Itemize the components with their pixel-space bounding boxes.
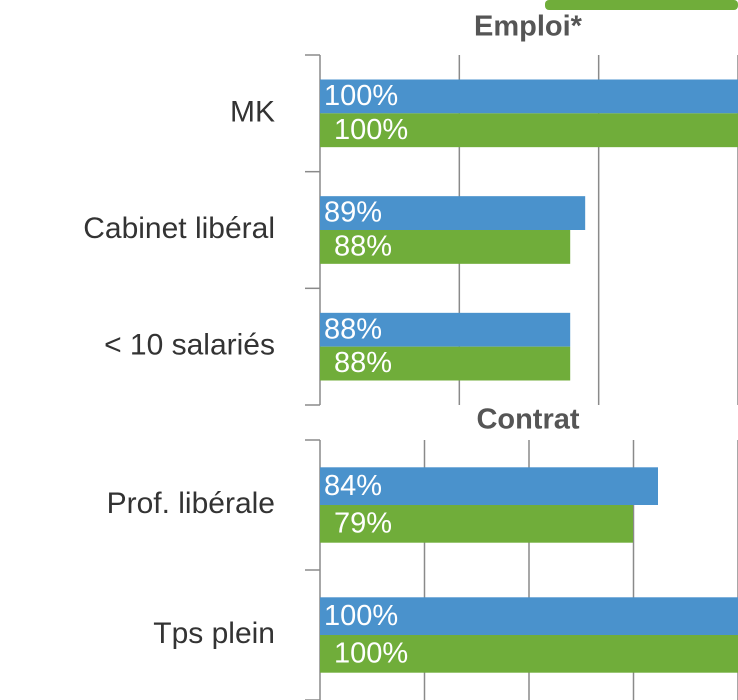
bar: [320, 467, 658, 505]
category-label: Tps plein: [153, 617, 275, 650]
bar: [320, 346, 571, 381]
value-label: 88%: [334, 231, 392, 263]
value-label: 100%: [324, 600, 398, 632]
bar: [320, 505, 633, 543]
category-label: MK: [230, 95, 275, 128]
bar: [320, 635, 738, 673]
category-label: Prof. libérale: [107, 487, 275, 520]
chart-title: Emploi*: [474, 11, 583, 43]
value-label: 88%: [324, 313, 382, 345]
value-label: 88%: [334, 347, 392, 379]
value-label: 100%: [334, 114, 408, 146]
bar: [320, 230, 571, 264]
bar: [320, 79, 738, 114]
value-label: 84%: [324, 470, 382, 502]
bar: [320, 312, 571, 347]
decoration: [545, 0, 738, 10]
value-label: 89%: [324, 197, 382, 229]
value-label: 79%: [334, 508, 392, 540]
bar: [320, 196, 586, 230]
chart-title: Contrat: [476, 404, 579, 436]
category-label: Cabinet libéral: [83, 212, 275, 245]
bar: [320, 597, 738, 635]
bar: [320, 113, 738, 148]
category-label: < 10 salariés: [104, 329, 275, 362]
value-label: 100%: [334, 638, 408, 670]
value-label: 100%: [324, 80, 398, 112]
